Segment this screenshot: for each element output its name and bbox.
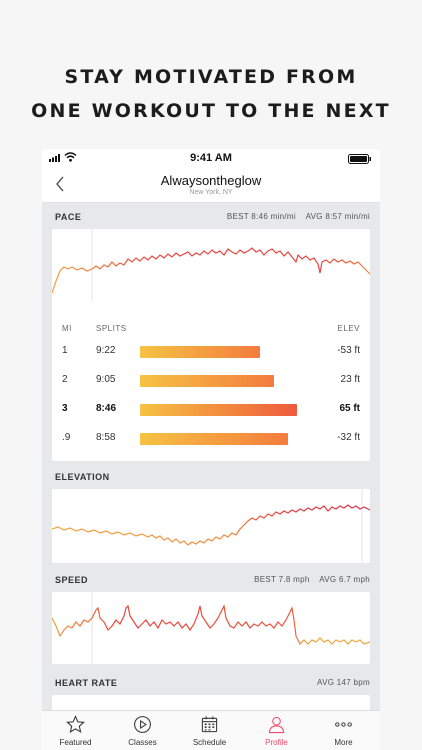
profile-location: New York, NY xyxy=(189,189,233,196)
tab-featured[interactable]: Featured xyxy=(42,711,109,750)
split-elev: -53 ft xyxy=(337,345,360,356)
wifi-icon xyxy=(64,152,77,162)
battery-icon xyxy=(348,154,371,164)
split-row: 1 9:22 -53 ft xyxy=(52,344,370,360)
split-row: 2 9:05 23 ft xyxy=(52,373,370,389)
tab-more[interactable]: More xyxy=(310,711,377,750)
heart-rate-avg-value: 147 bpm xyxy=(336,678,370,687)
tab-classes[interactable]: Classes xyxy=(109,711,176,750)
headline-line-1: STAY MOTIVATED FROM xyxy=(64,66,358,88)
tab-schedule[interactable]: Schedule xyxy=(176,711,243,750)
speed-graph xyxy=(52,592,370,664)
speed-best-value: 7.8 mph xyxy=(278,575,310,584)
pace-card: MI SPLITS ELEV 1 9:22 -53 ft 2 9:05 23 f… xyxy=(52,229,370,461)
elevation-card xyxy=(52,489,370,563)
split-bar xyxy=(140,433,288,445)
heart-rate-label: HEART RATE xyxy=(55,678,118,688)
star-icon xyxy=(66,715,85,733)
tab-schedule-label: Schedule xyxy=(192,738,227,747)
back-chevron-icon[interactable] xyxy=(54,175,66,193)
split-elev: -32 ft xyxy=(337,432,360,443)
split-time: 9:05 xyxy=(96,374,116,385)
play-circle-icon xyxy=(134,716,151,733)
person-icon xyxy=(268,716,285,734)
tab-bar: Featured Classes Schedule xyxy=(42,710,380,750)
speed-avg-value: 6.7 mph xyxy=(338,575,370,584)
split-time: 9:22 xyxy=(96,345,116,356)
splits-header-splits: SPLITS xyxy=(96,324,127,333)
pace-best-label: BEST xyxy=(226,212,249,221)
pace-avg-value: 8:57 min/mi xyxy=(325,212,370,221)
split-elev: 23 ft xyxy=(340,374,360,385)
elevation-section-header: ELEVATION xyxy=(42,470,380,486)
speed-stats: BEST 7.8 mph AVG 6.7 mph xyxy=(254,575,370,584)
calendar-icon xyxy=(201,716,218,733)
heart-rate-section-header: HEART RATE AVG 147 bpm xyxy=(42,676,380,692)
split-row: .9 8:58 -32 ft xyxy=(52,431,370,447)
pace-avg-label: AVG xyxy=(305,212,323,221)
tab-more-label: More xyxy=(334,738,353,747)
speed-best-label: BEST xyxy=(254,575,277,584)
split-mile: 3 xyxy=(62,403,68,414)
speed-avg-label: AVG xyxy=(319,575,337,584)
elevation-label: ELEVATION xyxy=(55,472,110,482)
split-row-best: 3 8:46 65 ft xyxy=(52,402,370,418)
split-time: 8:58 xyxy=(96,432,116,443)
split-mile: .9 xyxy=(62,432,71,443)
tab-classes-label: Classes xyxy=(128,738,157,747)
pace-stats: BEST 8:46 min/mi AVG 8:57 min/mi xyxy=(227,212,370,221)
heart-rate-stats: AVG 147 bpm xyxy=(317,678,370,687)
promo-headline: STAY MOTIVATED FROM ONE WORKOUT TO THE N… xyxy=(0,60,422,128)
elevation-graph xyxy=(52,489,370,563)
speed-section-header: SPEED BEST 7.8 mph AVG 6.7 mph xyxy=(42,573,380,589)
status-bar: 9:41 AM xyxy=(42,149,380,168)
split-elev: 65 ft xyxy=(339,403,360,414)
profile-name: Alwaysontheglow xyxy=(160,173,262,188)
more-dots-icon xyxy=(335,722,352,727)
pace-section-header: PACE BEST 8:46 min/mi AVG 8:57 min/mi xyxy=(42,210,380,226)
nav-bar: Alwaysontheglow New York, NY xyxy=(42,168,380,203)
heart-rate-avg-label: AVG xyxy=(317,678,335,687)
tab-profile[interactable]: Profile xyxy=(243,711,310,750)
phone-screen: 9:41 AM Alwaysontheglow New York, NY PAC… xyxy=(42,149,380,750)
speed-card xyxy=(52,592,370,664)
split-time: 8:46 xyxy=(96,403,117,414)
split-bar xyxy=(140,404,297,416)
pace-best-value: 8:46 min/mi xyxy=(251,212,296,221)
speed-label: SPEED xyxy=(55,575,89,585)
split-mile: 2 xyxy=(62,374,68,385)
pace-graph xyxy=(52,229,370,301)
headline-line-2: ONE WORKOUT TO THE NEXT xyxy=(31,100,391,122)
tab-profile-label: Profile xyxy=(265,738,288,747)
tab-featured-label: Featured xyxy=(59,738,92,747)
splits-header-mi: MI xyxy=(62,324,72,333)
split-bar xyxy=(140,375,274,387)
status-time: 9:41 AM xyxy=(190,152,232,164)
pace-label: PACE xyxy=(55,212,82,222)
cellular-signal-icon xyxy=(49,154,60,162)
splits-header-elev: ELEV xyxy=(337,324,360,333)
split-mile: 1 xyxy=(62,345,68,356)
split-bar xyxy=(140,346,260,358)
